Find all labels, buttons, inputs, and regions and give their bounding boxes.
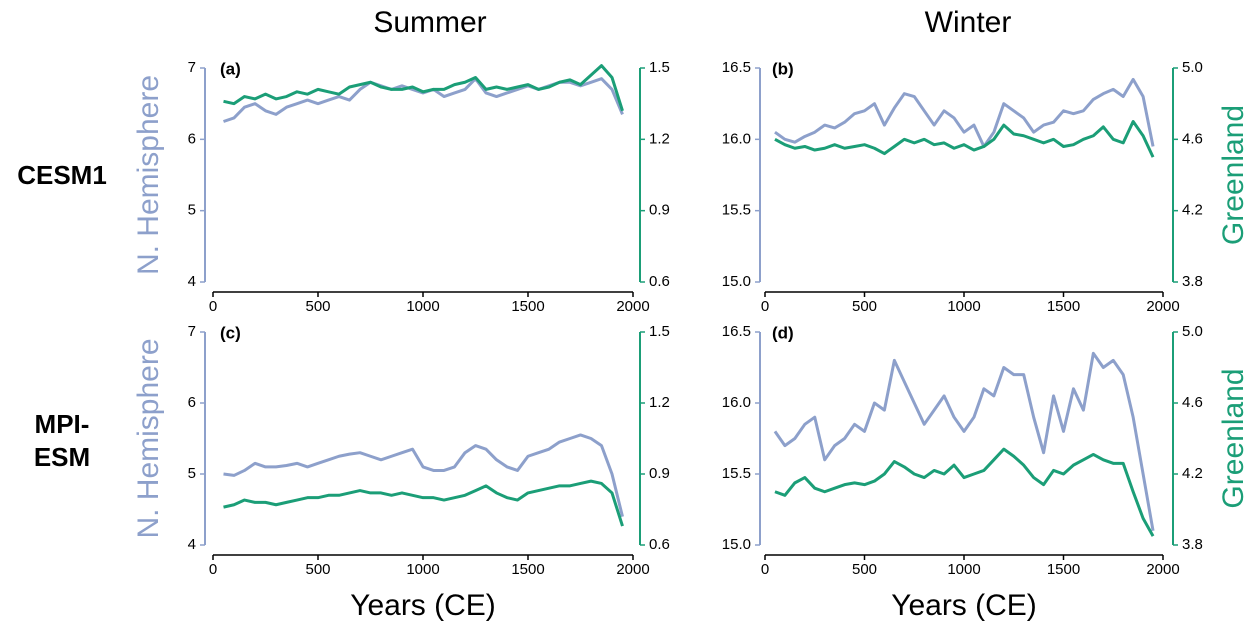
y-tick-label: 15.5: [722, 465, 751, 482]
series-line: [774, 77, 1155, 148]
x-tick-label: 500: [305, 561, 330, 578]
y2-tick-label: 1.5: [649, 323, 670, 340]
y-tick-label: 4: [188, 536, 196, 553]
x-tick-label: 1500: [511, 298, 544, 315]
y-tick-label: 16.5: [722, 59, 751, 76]
y-axis-title: N. Hemisphere: [132, 75, 165, 275]
y2-tick-label: 1.2: [649, 394, 670, 411]
y-tick-label: 15.0: [722, 273, 751, 290]
y-tick-label: 16.0: [722, 130, 751, 147]
y2-tick-label: 1.5: [649, 59, 670, 76]
row-label: CESM1: [17, 160, 107, 190]
series-line: [774, 120, 1155, 158]
x-tick-label: 2000: [616, 561, 649, 578]
series-line: [223, 77, 624, 123]
y-axis-title: N. Hemisphere: [132, 338, 165, 538]
y2-tick-label: 0.6: [649, 536, 670, 553]
y-tick-label: 16.5: [722, 323, 751, 340]
x-tick-label: 1500: [1047, 561, 1080, 578]
x-tick-label: 1500: [1047, 298, 1080, 315]
y-tick-label: 5: [188, 465, 196, 482]
column-title: Winter: [925, 6, 1012, 39]
y-tick-label: 4: [188, 273, 196, 290]
x-tick-label: 1000: [406, 561, 439, 578]
x-tick-label: 0: [761, 561, 769, 578]
y-tick-label: 5: [188, 202, 196, 219]
x-tick-label: 1000: [947, 298, 980, 315]
x-tick-label: 0: [209, 561, 217, 578]
row-label: ESM: [34, 442, 90, 472]
y-tick-label: 15.5: [722, 202, 751, 219]
y2-tick-label: 3.8: [1182, 536, 1203, 553]
series-line: [223, 64, 624, 112]
y2-tick-label: 3.8: [1182, 273, 1203, 290]
x-tick-label: 500: [305, 298, 330, 315]
panel-label: (b): [772, 59, 794, 78]
y2-axis-title: Greenland: [1217, 368, 1250, 508]
x-tick-label: 2000: [1146, 298, 1179, 315]
y2-tick-label: 4.6: [1182, 130, 1203, 147]
y2-tick-label: 1.2: [649, 130, 670, 147]
y-tick-label: 6: [188, 130, 196, 147]
x-axis-title: Years (CE): [350, 589, 496, 622]
y-tick-label: 6: [188, 394, 196, 411]
series-line: [774, 447, 1155, 537]
x-tick-label: 2000: [616, 298, 649, 315]
y2-tick-label: 4.6: [1182, 394, 1203, 411]
x-tick-label: 500: [852, 561, 877, 578]
y2-tick-label: 5.0: [1182, 323, 1203, 340]
x-axis-title: Years (CE): [891, 589, 1037, 622]
row-label: MPI-: [35, 409, 90, 439]
y-tick-label: 15.0: [722, 536, 751, 553]
x-tick-label: 500: [852, 298, 877, 315]
y2-axis-title: Greenland: [1217, 105, 1250, 245]
x-tick-label: 2000: [1146, 561, 1179, 578]
panel-label: (c): [220, 323, 241, 342]
x-tick-label: 1500: [511, 561, 544, 578]
x-tick-label: 1000: [406, 298, 439, 315]
y2-tick-label: 4.2: [1182, 202, 1203, 219]
y2-tick-label: 0.6: [649, 273, 670, 290]
x-tick-label: 0: [209, 298, 217, 315]
y2-tick-label: 4.2: [1182, 465, 1203, 482]
series-line: [773, 351, 1155, 532]
y-tick-label: 7: [188, 59, 196, 76]
panel-label: (d): [772, 323, 794, 342]
x-tick-label: 1000: [947, 561, 980, 578]
column-title: Summer: [373, 6, 486, 39]
y2-tick-label: 5.0: [1182, 59, 1203, 76]
y-tick-label: 16.0: [722, 394, 751, 411]
x-tick-label: 0: [761, 298, 769, 315]
series-line: [223, 479, 624, 527]
panel-label: (a): [220, 59, 241, 78]
series-line: [223, 433, 624, 517]
y2-tick-label: 0.9: [649, 465, 670, 482]
y2-tick-label: 0.9: [649, 202, 670, 219]
y-tick-label: 7: [188, 323, 196, 340]
